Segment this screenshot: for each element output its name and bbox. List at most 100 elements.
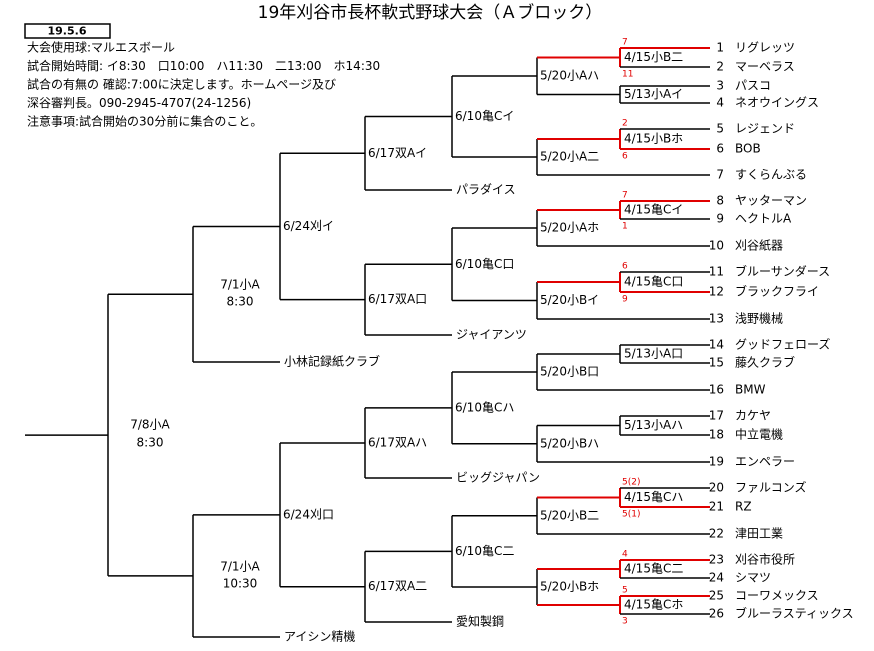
score: 6 [622, 262, 628, 272]
team-name: BOB [735, 142, 761, 156]
score: 4 [622, 550, 628, 560]
match-label: 5/20小B二 [540, 508, 599, 522]
team-number: 22 [709, 527, 724, 541]
score: 5(1) [622, 510, 640, 520]
team-number: 14 [709, 338, 724, 352]
team-name: パスコ [735, 79, 771, 93]
score: 2 [622, 119, 628, 129]
team-name: グッドフェローズ [735, 337, 830, 352]
score: 6 [622, 152, 628, 162]
match-label: 4/15亀Cハ [624, 490, 683, 504]
match-label: 5/20小Bハ [540, 436, 599, 450]
team-number: 23 [709, 553, 724, 567]
team-name: 浅野機械 [735, 311, 783, 326]
score: 11 [622, 70, 633, 80]
team-number: 3 [716, 79, 724, 93]
match-label: 5/20小A二 [540, 150, 599, 164]
match-label: 6/10亀Cイ [455, 109, 514, 123]
team-name: ファルコンズ [735, 480, 807, 495]
bye-team: ビッグジャパン [456, 471, 540, 485]
match-label: 4/15亀Cイ [624, 203, 683, 217]
team-number: 1 [716, 41, 724, 55]
team-number: 13 [709, 312, 724, 326]
note: 注意事項:試合開始の30分前に集合のこと。 [27, 114, 262, 129]
team-name: コーワメックス [735, 589, 819, 603]
score: 1 [622, 222, 628, 232]
team-number: 16 [709, 383, 724, 397]
score: 5 [622, 586, 628, 596]
score: 7 [622, 191, 628, 201]
score: 5(2) [622, 478, 640, 488]
team-name: リグレッツ [735, 41, 795, 55]
team-name: ネオウイングス [735, 96, 819, 110]
team-name: エンペラー [735, 455, 795, 469]
team-name: BMW [735, 383, 766, 397]
match-label: 6/10亀C口 [455, 257, 514, 271]
team-name: 中立電機 [735, 427, 783, 442]
score: 7 [622, 38, 628, 48]
match-label: 7/1小A [220, 559, 260, 573]
match-label: 5/20小Bホ [540, 580, 599, 594]
bye-team: ジャイアンツ [456, 328, 527, 342]
team-number: 15 [709, 356, 724, 370]
match-time: 8:30 [227, 295, 254, 309]
bye-team: 愛知製鋼 [456, 615, 504, 629]
team-number: 18 [709, 428, 724, 442]
team-number: 6 [716, 142, 724, 156]
note: 試合の有無の 確認:7:00に決定します。ホームページ及び [27, 77, 336, 92]
team-name: ヤッターマン [735, 194, 807, 208]
match-label: 6/17双A二 [368, 579, 427, 593]
match-label: 6/10亀C二 [455, 544, 514, 558]
team-number: 4 [716, 96, 724, 110]
match-label: 6/10亀Cハ [455, 400, 514, 414]
team-number: 17 [709, 409, 724, 423]
match-label: 4/15亀C口 [624, 275, 683, 289]
team-number: 26 [709, 607, 724, 621]
team-number: 9 [716, 212, 724, 226]
note: 試合開始時間: イ8:30 口10:00 ハ11:30 二13:00 ホ14:3… [27, 58, 380, 73]
team-name: 刈谷紙器 [735, 238, 783, 253]
date: 19.5.6 [48, 25, 87, 38]
team-number: 10 [709, 239, 724, 253]
match-label: 4/15小Bホ [624, 132, 683, 146]
team-number: 24 [709, 571, 724, 585]
match-label: 5/20小Aホ [540, 221, 599, 235]
team-name: マーベラス [735, 60, 795, 74]
match-label: 6/17双Aハ [368, 435, 427, 449]
date-box [24, 23, 111, 39]
note: 大会使用球:マルエスボール [27, 40, 175, 55]
match-label: 4/15亀Cホ [624, 598, 683, 612]
team-name: RZ [735, 500, 752, 514]
team-name: レジェンド [735, 122, 795, 136]
match-label: 7/8小A [130, 418, 170, 432]
team-name: ブルーサンダース [735, 264, 830, 279]
team-number: 19 [709, 455, 724, 469]
team-name: すくらんぶる [735, 168, 807, 182]
match-label: 6/24刈口 [283, 507, 334, 521]
team-number: 5 [716, 122, 724, 136]
team-name: ヘクトルA [735, 212, 792, 226]
bye-team: 小林記録紙クラブ [284, 354, 380, 369]
match-label: 7/1小A [220, 278, 260, 292]
bye-team: アイシン精機 [284, 629, 355, 644]
score: 3 [622, 617, 628, 627]
match-label: 5/13小Aイ [624, 87, 683, 101]
team-number: 25 [709, 589, 724, 603]
team-number: 7 [716, 168, 724, 182]
team-name: 藤久クラブ [735, 355, 795, 370]
team-number: 21 [709, 500, 724, 514]
match-label: 6/17双A口 [368, 292, 427, 306]
note: 深谷審判長。090-2945-4707(24-1256) [27, 95, 251, 110]
match-label: 5/20小B口 [540, 365, 599, 379]
team-name: 津田工業 [735, 527, 783, 541]
team-number: 12 [709, 285, 724, 299]
team-number: 20 [709, 481, 724, 495]
match-label: 4/15亀C二 [624, 562, 683, 576]
match-time: 10:30 [223, 576, 258, 590]
match-label: 5/13小Aハ [624, 418, 683, 432]
match-label: 5/13小A口 [624, 347, 683, 361]
team-number: 8 [716, 194, 724, 208]
match-label: 5/20小Bイ [540, 293, 599, 307]
team-name: 刈谷市役所 [735, 552, 795, 567]
